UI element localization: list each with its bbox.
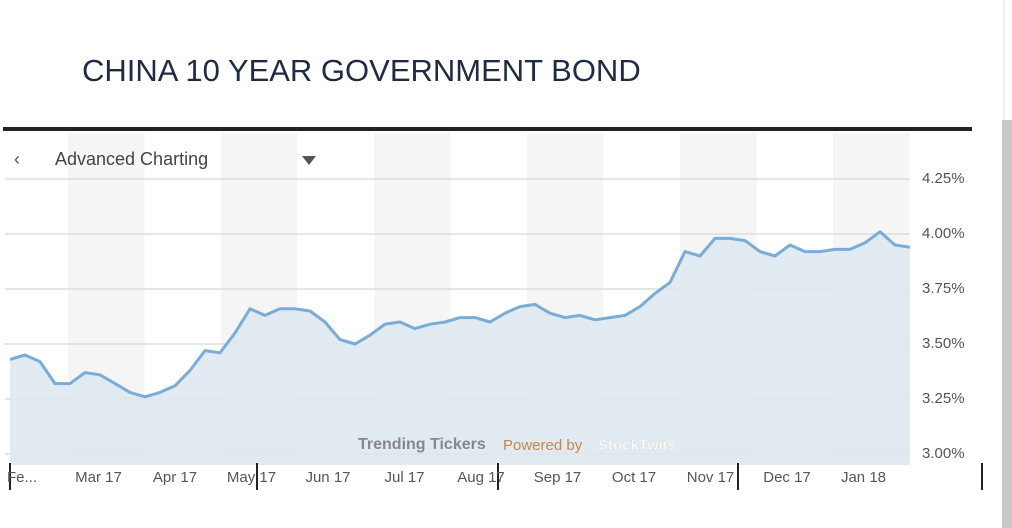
overlay-brand[interactable]: StockTwits bbox=[598, 437, 677, 455]
plot bbox=[5, 178, 911, 465]
y-tick-label: 3.25% bbox=[922, 390, 965, 407]
x-tick-label: Fe... bbox=[7, 469, 37, 486]
x-tick-label: Sep 17 bbox=[534, 469, 582, 486]
line bbox=[9, 230, 911, 399]
dropdown-arrow[interactable] bbox=[302, 156, 316, 165]
x-tick-label: Oct 17 bbox=[612, 469, 656, 486]
menu-label[interactable]: Advanced Charting bbox=[55, 149, 208, 169]
x-tick-label: May 17 bbox=[227, 469, 276, 486]
overlay-text: Trending Tickers bbox=[358, 436, 486, 453]
title-rule bbox=[3, 127, 972, 131]
y-tick-label: 3.50% bbox=[922, 335, 965, 352]
y-tick-label: 4.00% bbox=[922, 225, 965, 242]
x-tick-label: Jul 17 bbox=[384, 469, 424, 486]
x-tick-label: Apr 17 bbox=[153, 469, 197, 486]
x-tick-label: Nov 17 bbox=[687, 469, 735, 486]
x-tick-label: Jun 17 bbox=[305, 469, 350, 486]
x-tick-label: Dec 17 bbox=[763, 469, 811, 486]
y-tick-label: 4.25% bbox=[922, 170, 965, 187]
area bbox=[10, 231, 910, 465]
page-title: CHINA 10 YEAR GOVERNMENT BOND bbox=[82, 53, 641, 88]
axis-ticks bbox=[9, 463, 983, 490]
scrollbar[interactable] bbox=[1002, 120, 1012, 528]
y-tick-label: 3.00% bbox=[922, 445, 965, 462]
overlay-powered: Powered by bbox=[503, 437, 583, 454]
x-tick-label: Mar 17 bbox=[75, 469, 122, 486]
y-tick-label: 3.75% bbox=[922, 280, 965, 297]
back-arrow[interactable]: ‹ bbox=[14, 149, 20, 169]
x-tick-label: Jan 18 bbox=[841, 469, 886, 486]
x-tick-label: Aug 17 bbox=[457, 469, 505, 486]
